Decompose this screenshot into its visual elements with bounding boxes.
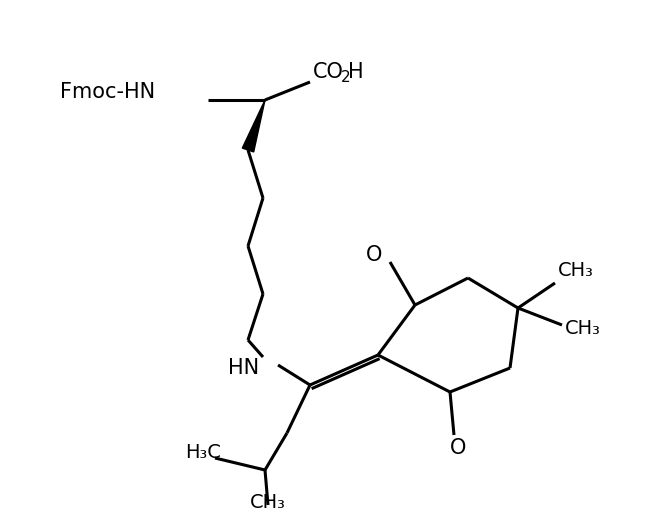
Text: 2: 2 — [341, 71, 350, 86]
Text: CO: CO — [313, 62, 344, 82]
Text: Fmoc-HN: Fmoc-HN — [60, 82, 155, 102]
Text: O: O — [366, 245, 382, 265]
Text: CH₃: CH₃ — [558, 261, 594, 280]
Text: H: H — [348, 62, 364, 82]
Text: CH₃: CH₃ — [250, 493, 286, 512]
Text: O: O — [450, 438, 466, 458]
Polygon shape — [242, 100, 265, 152]
Text: H₃C: H₃C — [185, 442, 221, 461]
Text: CH₃: CH₃ — [565, 318, 601, 337]
Text: HN: HN — [228, 358, 259, 378]
